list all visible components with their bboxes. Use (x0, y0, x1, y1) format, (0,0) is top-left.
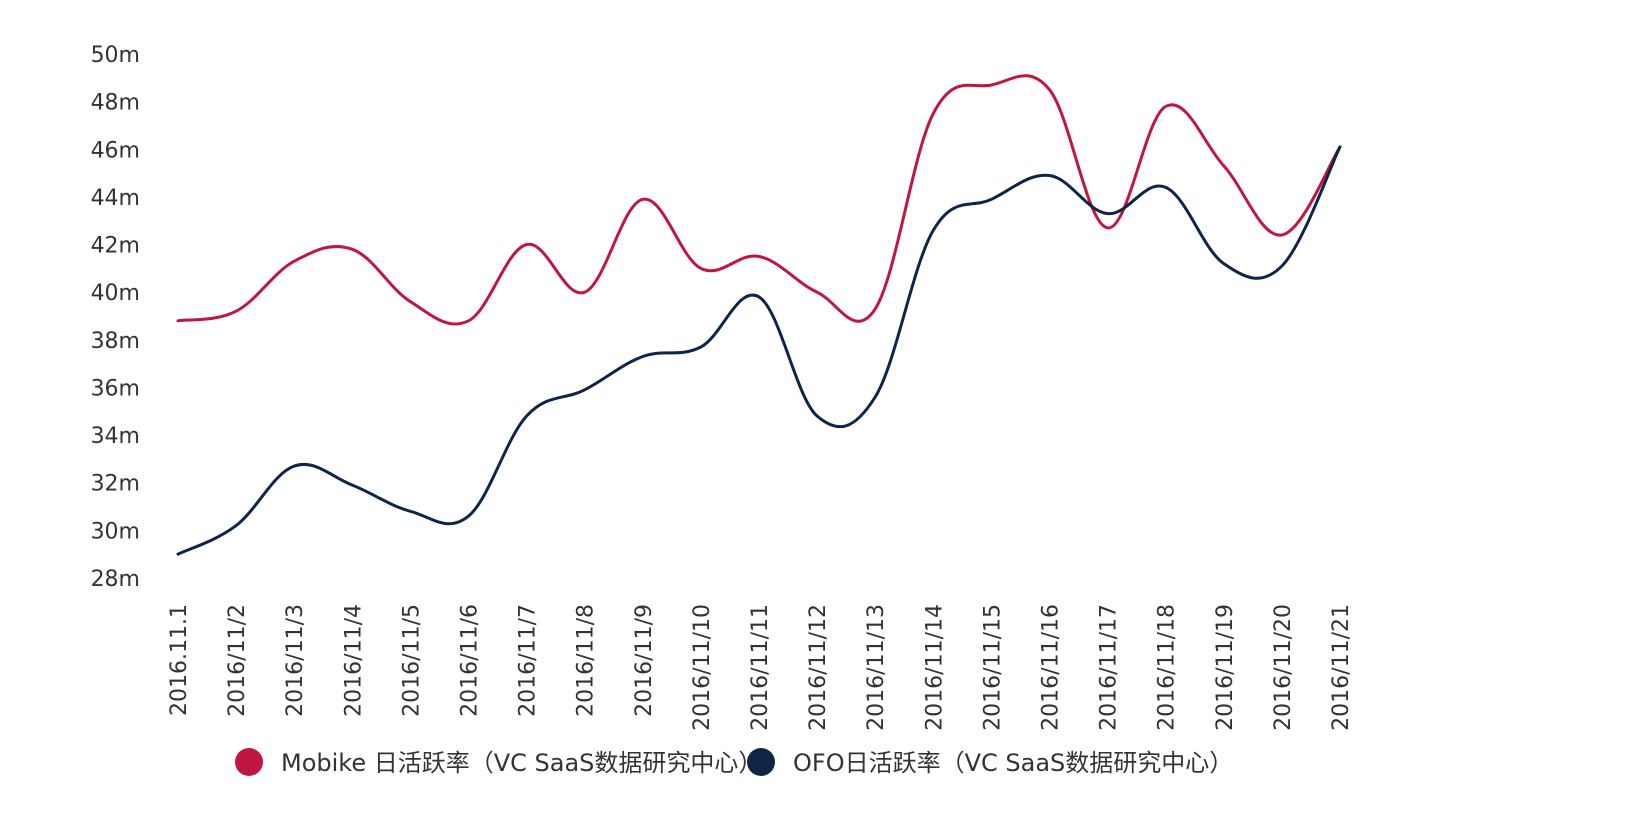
x-tick-label: 2016/11/7 (516, 604, 541, 717)
legend-item-0: Mobike 日活跃率（VC SaaS数据研究中心） (235, 748, 762, 777)
x-tick-label: 2016/11/9 (632, 604, 657, 717)
x-tick-label: 2016/11/17 (1097, 604, 1122, 731)
y-tick-label: 28m (91, 567, 140, 592)
x-tick-label: 2016/11/8 (574, 604, 599, 717)
x-tick-label: 2016/11/4 (341, 604, 366, 717)
series-line-0 (176, 74, 1342, 326)
y-axis: 28m 30m 32m 34m 36m 38m 40m 42m 44m 46m 48m 50m (91, 43, 140, 592)
series-line-1 (176, 145, 1342, 556)
x-tick-label: 2016/11/20 (1271, 604, 1296, 731)
x-tick-label: 2016/11/12 (806, 604, 831, 731)
x-tick-label: 2016/11/3 (283, 604, 308, 717)
y-tick-label: 44m (91, 186, 140, 211)
series-lines (176, 74, 1342, 556)
y-tick-label: 48m (91, 91, 140, 116)
x-tick-label: 2016/11/18 (1155, 604, 1180, 731)
x-tick-label: 2016/11/11 (748, 604, 773, 731)
x-tick-label: 2016/11/6 (458, 604, 483, 717)
x-tick-label: 2016/11/19 (1213, 604, 1238, 731)
legend-marker (235, 748, 263, 776)
legend-label: Mobike 日活跃率（VC SaaS数据研究中心） (281, 749, 762, 777)
legend: Mobike 日活跃率（VC SaaS数据研究中心） OFO日活跃率（VC Saa… (235, 748, 1233, 777)
x-tick-label: 2016.11.1 (167, 604, 192, 716)
y-tick-label: 34m (91, 424, 140, 449)
y-tick-label: 46m (91, 138, 140, 163)
x-tick-label: 2016/11/5 (399, 604, 424, 717)
y-tick-label: 36m (91, 376, 140, 401)
x-tick-label: 2016/11/13 (864, 604, 889, 731)
legend-marker (747, 748, 775, 776)
y-tick-label: 32m (91, 472, 140, 497)
x-tick-label: 2016/11/21 (1329, 604, 1354, 731)
x-tick-label: 2016/11/2 (225, 604, 250, 717)
legend-item-1: OFO日活跃率（VC SaaS数据研究中心） (747, 748, 1233, 777)
y-tick-label: 50m (91, 43, 140, 68)
x-tick-label: 2016/11/15 (980, 604, 1005, 731)
x-tick-label: 2016/11/16 (1039, 604, 1064, 731)
legend-label: OFO日活跃率（VC SaaS数据研究中心） (793, 749, 1233, 777)
x-tick-label: 2016/11/14 (922, 604, 947, 731)
x-tick-label: 2016/11/10 (690, 604, 715, 731)
y-tick-label: 30m (91, 519, 140, 544)
x-axis: 2016.11.1 2016/11/2 2016/11/3 2016/11/4 2016… (167, 604, 1354, 731)
y-tick-label: 42m (91, 234, 140, 259)
y-tick-label: 38m (91, 329, 140, 354)
y-tick-label: 40m (91, 281, 140, 306)
